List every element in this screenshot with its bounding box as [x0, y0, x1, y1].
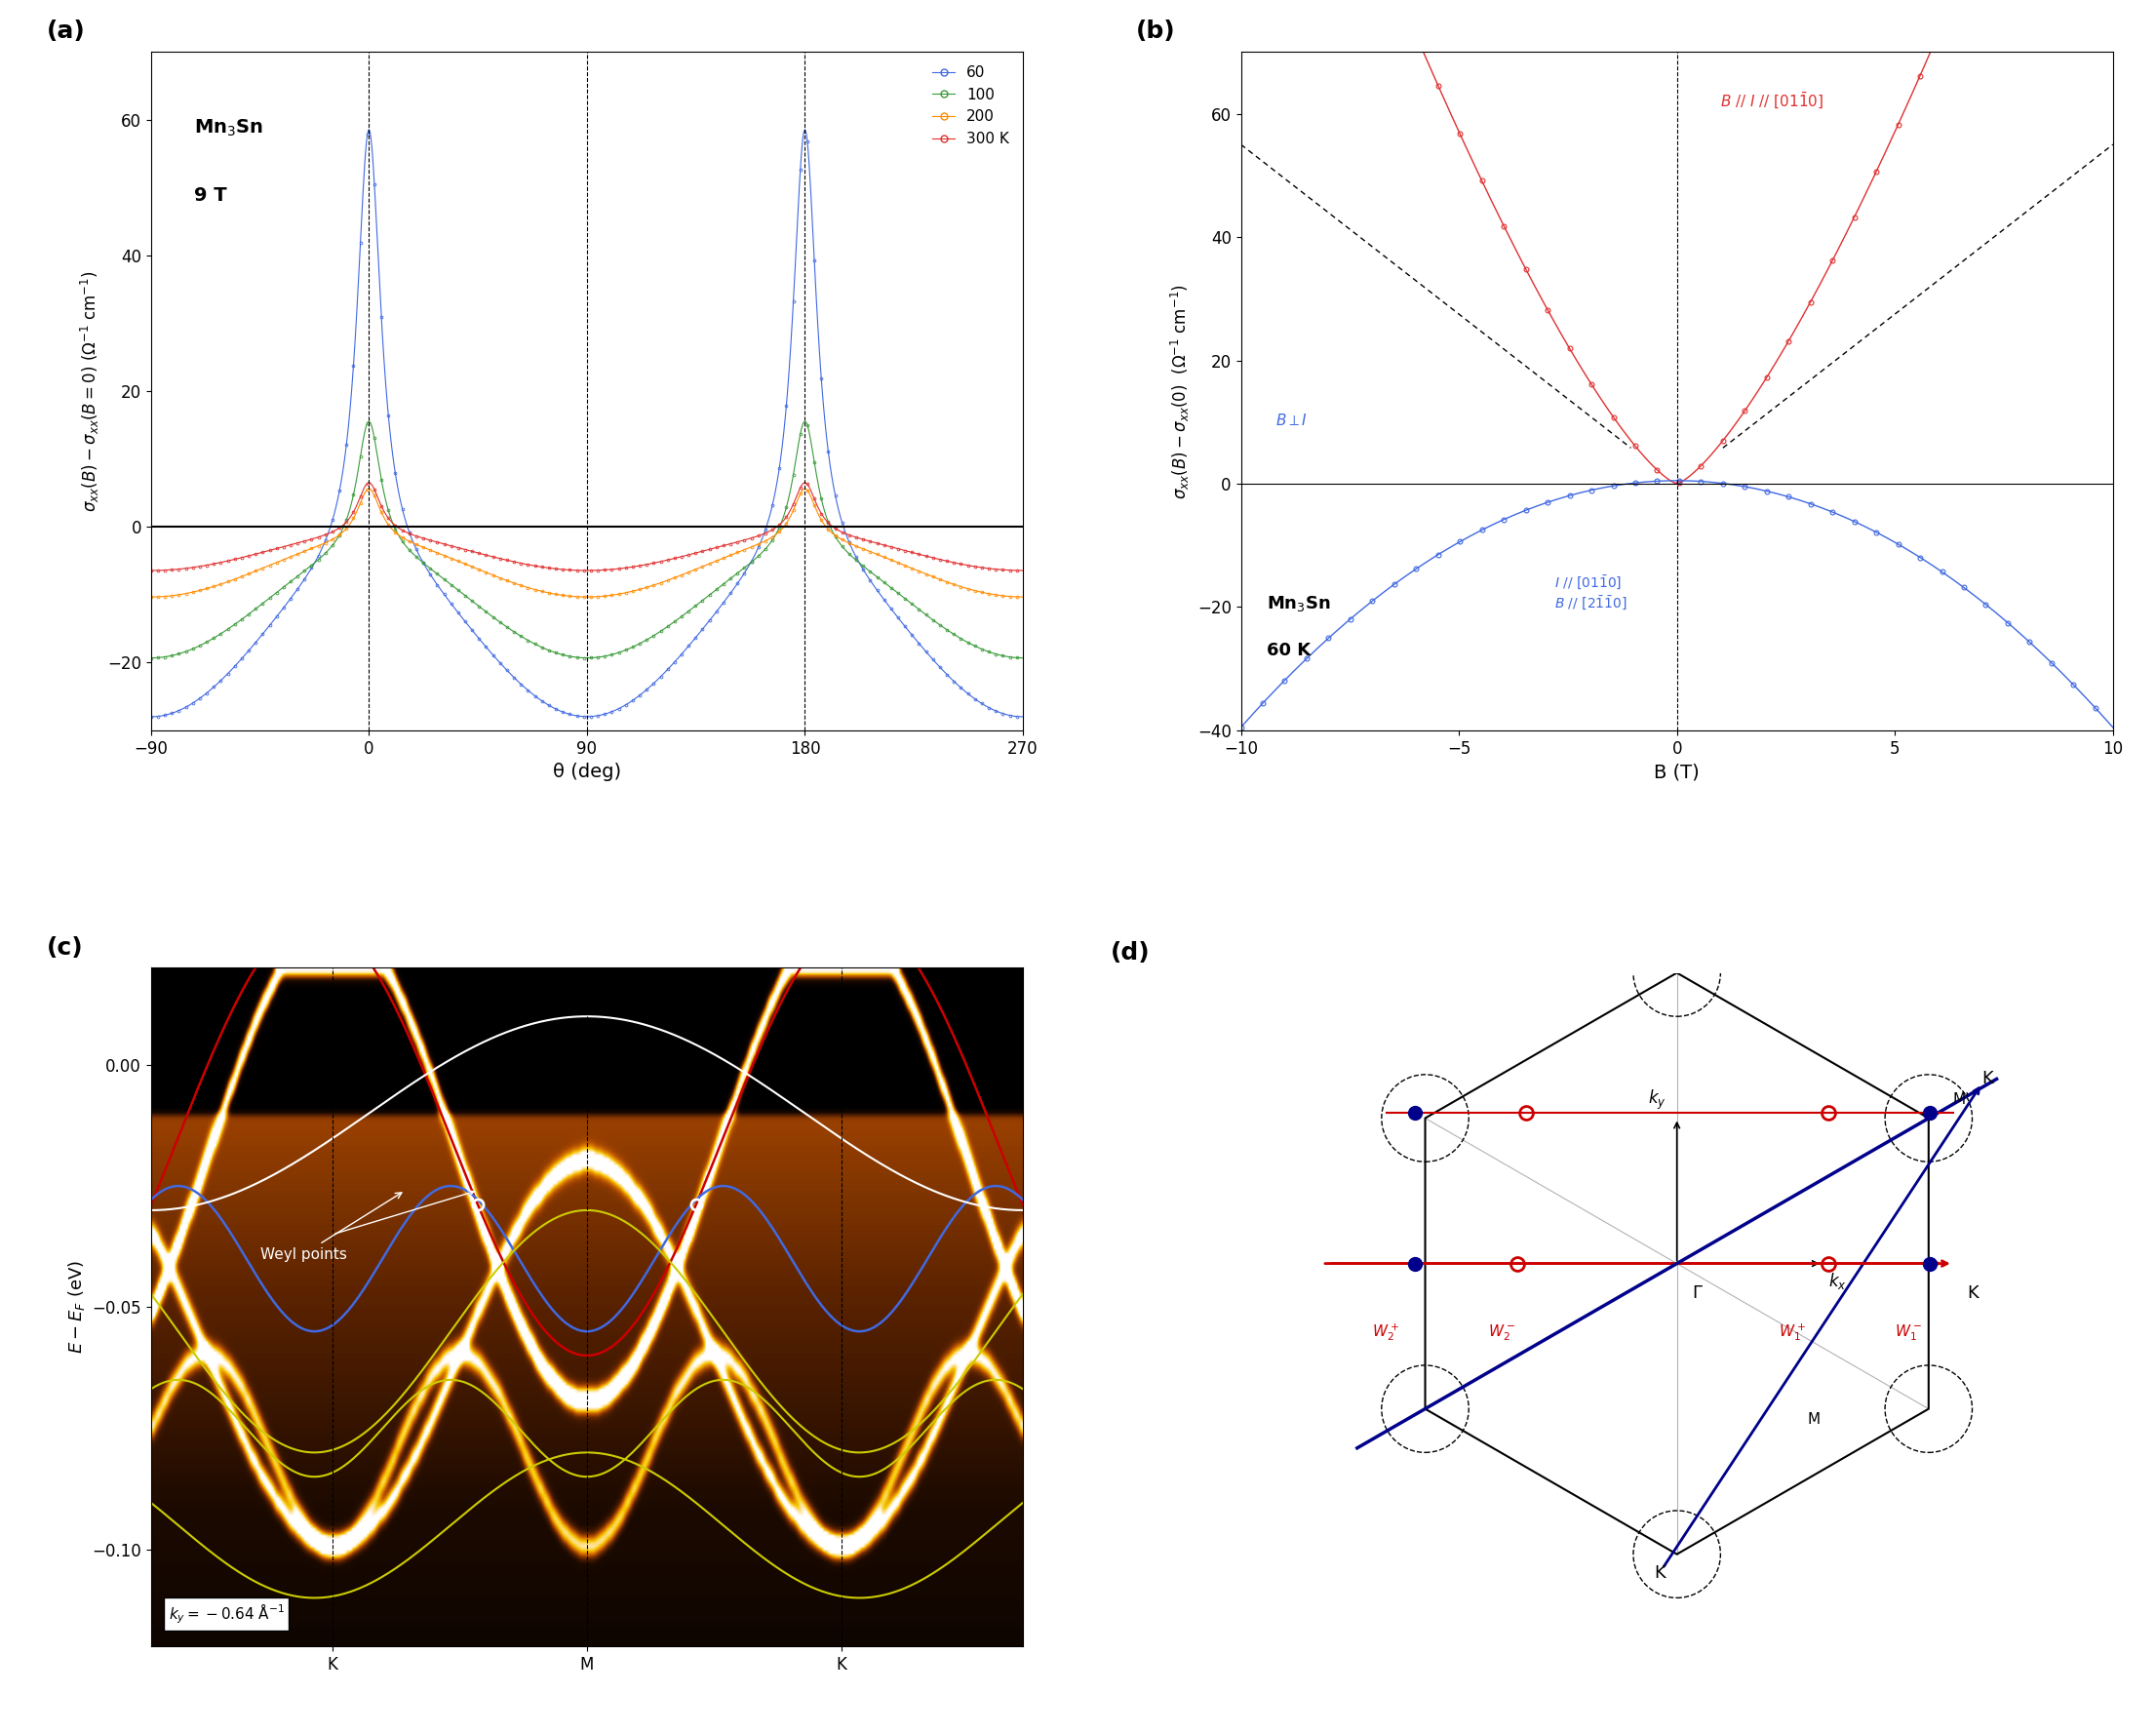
Text: M': M': [1953, 1092, 1971, 1107]
Text: Weyl points: Weyl points: [261, 1192, 401, 1262]
X-axis label: θ (deg): θ (deg): [552, 763, 621, 782]
Y-axis label: $\sigma_{xx}(B) - \sigma_{xx}(0)$  $(\Omega^{-1}$ cm$^{-1})$: $\sigma_{xx}(B) - \sigma_{xx}(0)$ $(\Ome…: [1169, 284, 1192, 499]
Text: K: K: [1654, 1563, 1664, 1582]
Text: $\Gamma$: $\Gamma$: [1692, 1284, 1703, 1301]
Text: $B$ // $I$ // [01$\bar{1}$0]: $B$ // $I$ // [01$\bar{1}$0]: [1720, 90, 1824, 111]
Text: Mn$_3$Sn: Mn$_3$Sn: [194, 118, 263, 139]
Text: $W_1^-$: $W_1^-$: [1895, 1322, 1923, 1343]
Text: (a): (a): [45, 19, 84, 43]
Text: $W_1^+$: $W_1^+$: [1779, 1321, 1807, 1343]
Text: $I$ // [01$\bar{1}$0]
$B$ // [2$\bar{1}\bar{1}$0]: $I$ // [01$\bar{1}$0] $B$ // [2$\bar{1}\…: [1554, 574, 1628, 612]
Text: (c): (c): [45, 936, 82, 958]
Text: $W_2^+$: $W_2^+$: [1371, 1321, 1399, 1343]
Text: $W_2^-$: $W_2^-$: [1488, 1322, 1516, 1343]
Text: K: K: [1968, 1284, 1979, 1301]
Text: $k_y = -0.64$ Å$^{-1}$: $k_y = -0.64$ Å$^{-1}$: [168, 1601, 285, 1626]
Legend: 60, 100, 200, 300 K: 60, 100, 200, 300 K: [927, 59, 1015, 153]
X-axis label: B (T): B (T): [1654, 763, 1699, 782]
Y-axis label: $\sigma_{xx}(B)-\sigma_{xx}(B=0)$ $(\Omega^{-1}$ cm$^{-1})$: $\sigma_{xx}(B)-\sigma_{xx}(B=0)$ $(\Ome…: [80, 270, 101, 511]
Text: $B \perp I$: $B \perp I$: [1276, 412, 1309, 428]
Text: $k_x$: $k_x$: [1828, 1272, 1846, 1291]
Text: (b): (b): [1136, 19, 1175, 43]
Text: (d): (d): [1110, 941, 1149, 964]
Text: K: K: [1981, 1069, 1994, 1087]
Text: 9 T: 9 T: [194, 187, 226, 204]
Text: $k_y$: $k_y$: [1647, 1088, 1667, 1111]
Y-axis label: $E-E_F$ (eV): $E-E_F$ (eV): [67, 1260, 86, 1353]
Text: M: M: [1807, 1412, 1820, 1426]
Text: Mn$_3$Sn: Mn$_3$Sn: [1268, 594, 1330, 613]
Text: 60 K: 60 K: [1268, 643, 1311, 660]
